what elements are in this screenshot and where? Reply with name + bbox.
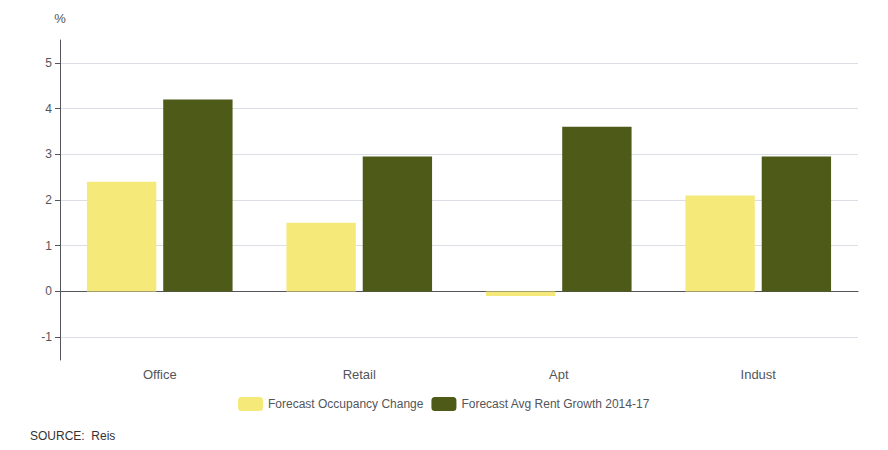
svg-text:SOURCE: Reis: SOURCE: Reis — [30, 429, 115, 443]
svg-text:2: 2 — [45, 193, 52, 207]
svg-text:Forecast Avg Rent Growth 2014-: Forecast Avg Rent Growth 2014-17 — [461, 397, 649, 411]
svg-text:Indust: Indust — [741, 367, 777, 382]
svg-text:5: 5 — [45, 56, 52, 70]
svg-text:3: 3 — [45, 147, 52, 161]
svg-text:%: % — [54, 11, 66, 26]
svg-text:1: 1 — [45, 239, 52, 253]
svg-text:Apt: Apt — [549, 367, 569, 382]
svg-text:-1: -1 — [41, 330, 52, 344]
svg-text:Retail: Retail — [343, 367, 376, 382]
svg-text:Office: Office — [143, 367, 177, 382]
svg-text:0: 0 — [45, 284, 52, 298]
svg-text:Forecast Occupancy Change: Forecast Occupancy Change — [268, 397, 424, 411]
svg-text:4: 4 — [45, 102, 52, 116]
